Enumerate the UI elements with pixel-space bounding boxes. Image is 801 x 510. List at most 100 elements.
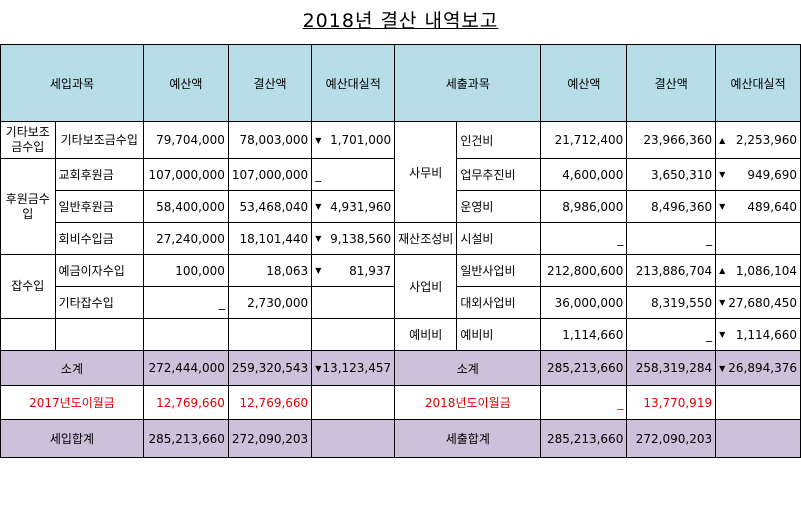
- down-arrow-icon: ▼: [719, 330, 726, 339]
- empty-cell: [715, 385, 801, 420]
- header-expense-diff: 예산대실적: [715, 44, 801, 122]
- expense-item-business-promotion: 업무추진비: [456, 158, 542, 191]
- income-diff-cell: ▼ 9,138,560: [311, 222, 396, 255]
- header-income-actual: 결산액: [227, 44, 313, 122]
- expense-budget-cell: 21,712,400: [540, 121, 628, 159]
- empty-cell: [311, 419, 396, 458]
- income-diff-cell: ▼ 4,931,960: [311, 190, 396, 223]
- down-arrow-icon: ▼: [315, 135, 322, 145]
- empty-cell: [142, 318, 229, 351]
- income-category-subsidy: 기타보조금수입: [0, 121, 56, 159]
- expense-category-office: 사무비: [394, 121, 458, 223]
- income-budget-cell: 79,704,000: [142, 121, 229, 159]
- income-budget-cell: 107,000,000: [142, 158, 229, 191]
- expense-actual-cell: _: [626, 318, 717, 351]
- down-arrow-icon: ▼: [719, 363, 726, 373]
- up-arrow-icon: ▲: [719, 266, 726, 275]
- empty-cell: [311, 318, 396, 351]
- income-diff-cell: _: [311, 158, 396, 191]
- header-income-item: 세입과목: [0, 44, 144, 122]
- empty-cell: [0, 318, 56, 351]
- expense-budget-cell: 36,000,000: [540, 286, 628, 319]
- income-item-other-misc: 기타잡수입: [54, 286, 144, 319]
- header-income-diff: 예산대실적: [311, 44, 396, 122]
- expense-category-business: 사업비: [394, 254, 458, 319]
- header-income-budget: 예산액: [142, 44, 229, 122]
- income-budget-cell: 58,400,000: [142, 190, 229, 223]
- expense-budget-cell: 212,800,600: [540, 254, 628, 287]
- subtotal-expense-label: 소계: [394, 350, 542, 386]
- expense-item-reserve: 예비비: [456, 318, 542, 351]
- income-actual-cell: 107,000,000: [227, 158, 313, 191]
- down-arrow-icon: ▼: [315, 266, 322, 275]
- income-actual-cell: 18,101,440: [227, 222, 313, 255]
- expense-diff-cell: ▲ 2,253,960: [715, 121, 801, 159]
- expense-item-salary: 인건비: [456, 121, 542, 159]
- down-arrow-icon: ▼: [315, 363, 322, 373]
- income-diff-cell: ▼ 1,701,000: [311, 121, 396, 159]
- subtotal-row: 소계 272,444,000 259,320,543 ▼ 13,123,457 소…: [0, 350, 801, 386]
- expense-item-operation: 운영비: [456, 190, 542, 223]
- expense-diff-cell: ▼ 27,680,450: [715, 286, 801, 319]
- income-item-interest: 예금이자수입: [54, 254, 144, 287]
- expense-diff-cell: ▲ 1,086,104: [715, 254, 801, 287]
- expense-actual-cell: 23,966,360: [626, 121, 717, 159]
- expense-category-reserve: 예비비: [394, 318, 458, 351]
- up-arrow-icon: ▲: [719, 135, 726, 145]
- down-arrow-icon: ▼: [315, 234, 322, 243]
- total-expense-actual: 272,090,203: [626, 419, 717, 458]
- total-expense-budget: 285,213,660: [540, 419, 628, 458]
- income-budget-cell: 100,000: [142, 254, 229, 287]
- down-arrow-icon: ▼: [719, 202, 726, 211]
- expense-actual-cell: 8,496,360: [626, 190, 717, 223]
- empty-cell: [715, 419, 801, 458]
- down-arrow-icon: ▼: [315, 202, 322, 211]
- subtotal-income-label: 소계: [0, 350, 144, 386]
- expense-diff-cell: ▼ 949,690: [715, 158, 801, 191]
- expense-item-general-business: 일반사업비: [456, 254, 542, 287]
- carryover-income-actual: 12,769,660: [227, 385, 313, 420]
- down-arrow-icon: ▼: [719, 298, 726, 307]
- income-actual-cell: 2,730,000: [227, 286, 313, 319]
- header-row: 세입과목 예산액 결산액 예산대실적 세출과목 예산액 결산액 예산대실적: [0, 44, 801, 122]
- expense-budget-cell: 1,114,660: [540, 318, 628, 351]
- income-category-donation: 후원금수입: [0, 158, 56, 255]
- settlement-table: 세입과목 예산액 결산액 예산대실적 세출과목 예산액 결산액 예산대실적 기타…: [0, 44, 801, 458]
- table-row: 잡수입 예금이자수입 100,000 18,063 ▼ 81,937 사업비 일반…: [0, 254, 801, 319]
- empty-cell: [227, 318, 313, 351]
- income-category-misc: 잡수입: [0, 254, 56, 319]
- income-diff-cell: ▼ 81,937: [311, 254, 396, 287]
- subtotal-income-budget: 272,444,000: [142, 350, 229, 386]
- income-item-general-donation: 일반후원금: [54, 190, 144, 223]
- subtotal-income-diff: ▼ 13,123,457: [311, 350, 396, 386]
- carryover-income-label: 2017년도이월금: [0, 385, 144, 420]
- header-expense-budget: 예산액: [540, 44, 628, 122]
- expense-diff-cell: ▼ 489,640: [715, 190, 801, 223]
- carryover-expense-label: 2018년도이월금: [394, 385, 542, 420]
- income-item-membership: 회비수입금: [54, 222, 144, 255]
- income-diff-cell: [311, 286, 396, 319]
- empty-cell: [54, 318, 144, 351]
- carryover-expense-actual: 13,770,919: [626, 385, 717, 420]
- carryover-income-budget: 12,769,660: [142, 385, 229, 420]
- income-budget-cell: _: [142, 286, 229, 319]
- expense-budget-cell: _: [540, 222, 628, 255]
- header-expense-item: 세출과목: [394, 44, 542, 122]
- table-row: 후원금수입 교회후원금 107,000,000 107,000,000 _ 업무…: [0, 158, 801, 255]
- income-item-church: 교회후원금: [54, 158, 144, 191]
- total-income-budget: 285,213,660: [142, 419, 229, 458]
- table-row: 예비비 예비비 1,114,660 _ ▼ 1,114,660: [0, 318, 801, 351]
- income-budget-cell: 27,240,000: [142, 222, 229, 255]
- income-actual-cell: 18,063: [227, 254, 313, 287]
- income-item-subsidy: 기타보조금수입: [54, 121, 144, 159]
- expense-category-property: 재산조성비: [394, 222, 458, 255]
- expense-diff-cell: ▼ 1,114,660: [715, 318, 801, 351]
- expense-actual-cell: 213,886,704: [626, 254, 717, 287]
- carryover-row: 2017년도이월금 12,769,660 12,769,660 2018년도이월…: [0, 385, 801, 420]
- expense-item-external-business: 대외사업비: [456, 286, 542, 319]
- empty-cell: [311, 385, 396, 420]
- expense-actual-cell: 3,650,310: [626, 158, 717, 191]
- income-actual-cell: 78,003,000: [227, 121, 313, 159]
- expense-budget-cell: 4,600,000: [540, 158, 628, 191]
- total-income-label: 세입합계: [0, 419, 144, 458]
